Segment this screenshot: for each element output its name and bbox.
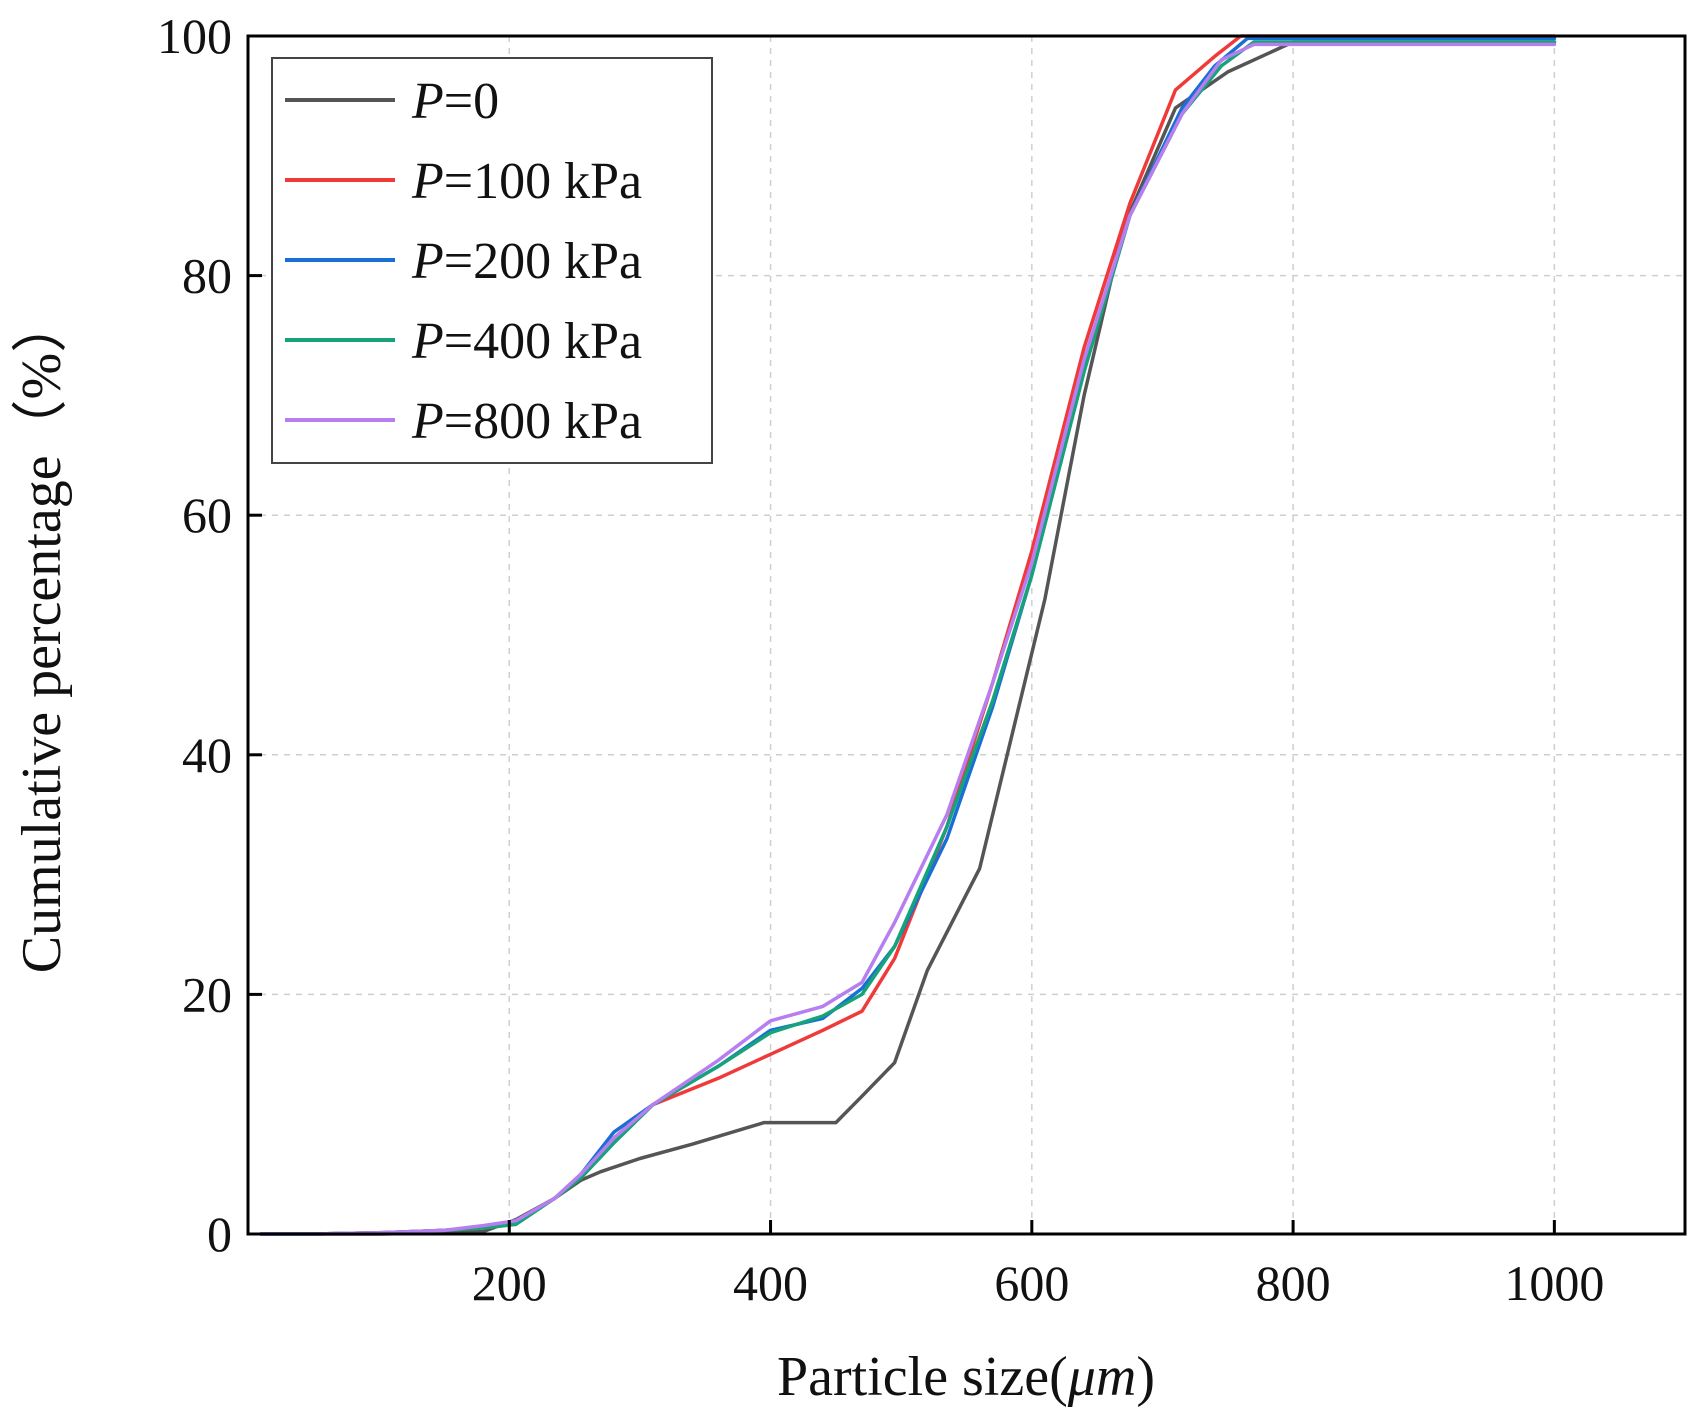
legend-label-2: P=200 kPa (411, 233, 642, 290)
plot-frame (246, 34, 1687, 1236)
x-tick-label-400: 400 (733, 1255, 808, 1311)
y-tick-label-40: 40 (182, 727, 232, 783)
legend-label-3: P=400 kPa (411, 313, 642, 370)
legend-label-4: P=800 kPa (411, 393, 642, 450)
legend: P=0 P=100 kPa P=200 kPa P=400 kPa P=800 kPa (271, 57, 713, 464)
x-axis-title: Particle size(μm) (777, 1346, 1155, 1408)
y-tick-label-0: 0 (207, 1206, 232, 1262)
y-axis-title: Cumulative percentage（%） (11, 297, 73, 973)
y-tick-label-100: 100 (157, 8, 232, 64)
x-tick-label-600: 600 (994, 1255, 1069, 1311)
x-tick-label-800: 800 (1256, 1255, 1331, 1311)
series-lines (259, 34, 1557, 1236)
series-line-4 (259, 42, 1557, 1236)
y-axis: 0 20 40 60 80 100 (157, 8, 262, 1262)
y-tick-label-20: 20 (182, 966, 232, 1022)
y-tick-label-60: 60 (182, 487, 232, 543)
x-tick-label-200: 200 (472, 1255, 547, 1311)
x-axis: 200 400 600 800 1000 (472, 1220, 1604, 1311)
legend-label-0: P=0 (411, 73, 499, 130)
y-tick-label-80: 80 (182, 248, 232, 304)
x-tick-label-1000: 1000 (1504, 1255, 1604, 1311)
legend-label-1: P=100 kPa (411, 153, 642, 210)
